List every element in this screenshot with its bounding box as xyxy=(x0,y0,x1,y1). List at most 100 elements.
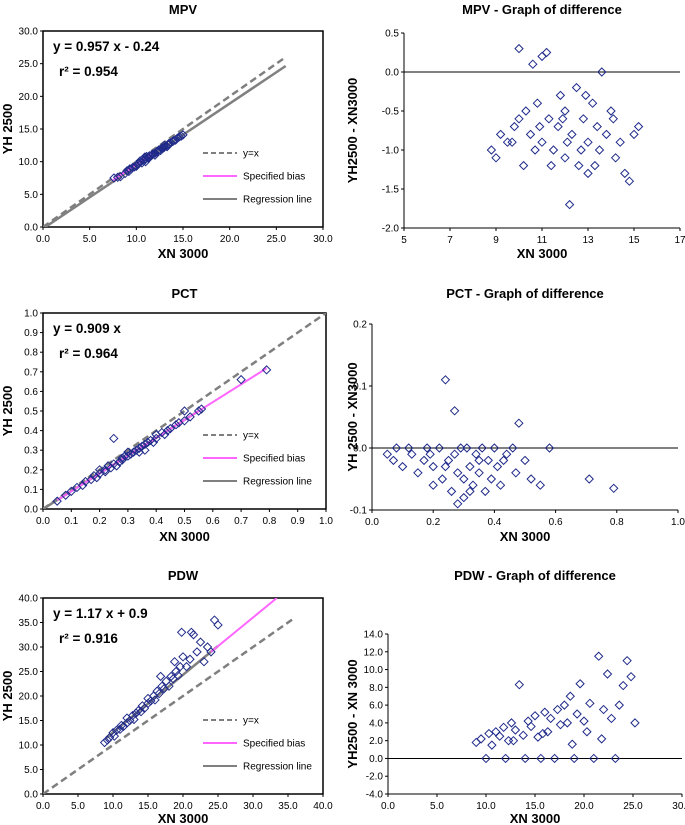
pct-diff-point xyxy=(459,492,469,503)
pdw-diff-point xyxy=(579,716,589,726)
pct-diff-point xyxy=(397,461,408,472)
mpv-diff-point xyxy=(486,145,497,155)
mpv-diff-x-tick-label: 15 xyxy=(628,235,640,246)
mpv-scatter-point xyxy=(122,166,132,176)
pdw-diff-point xyxy=(476,734,486,744)
pdw-diff-point xyxy=(630,718,640,728)
pct-scatter-equation: y = 0.909 x xyxy=(53,321,121,336)
pct-scatter-legend-regression-label: Regression line xyxy=(243,477,312,488)
pdw-scatter-point xyxy=(213,620,223,630)
pdw-diff-point xyxy=(545,713,556,724)
pdw-scatter-point xyxy=(173,670,183,681)
pdw-scatter-y-tick-label: 40.0 xyxy=(19,594,39,605)
pct-diff-point xyxy=(526,474,536,484)
pdw-scatter-point xyxy=(181,661,192,672)
pdw-diff-x-tick-label: 15.0 xyxy=(525,801,545,812)
mpv-diff-y-tick-label: 0.5 xyxy=(385,29,399,40)
pdw-scatter-equation: y = 1.17 x + 0.9 xyxy=(53,606,148,621)
pdw-scatter-point xyxy=(178,652,188,662)
mpv-diff-x-tick-label: 7 xyxy=(447,235,453,246)
pct-scatter-x-tick-label: 0.5 xyxy=(178,516,192,527)
pct-diff-point xyxy=(535,480,546,490)
pdw-diff-point xyxy=(606,713,617,724)
mpv-diff-y-tick-label: -1.5 xyxy=(382,185,400,196)
pdw-diff-point xyxy=(536,753,546,764)
pdw-diff-y-tick-label: 12.0 xyxy=(364,647,384,658)
mpv-diff-point xyxy=(537,137,547,147)
mpv-scatter-legend-regression-label: Regression line xyxy=(243,195,312,206)
mpv-scatter-point xyxy=(131,161,142,171)
mpv-diff-point xyxy=(507,137,517,147)
mpv-diff-point xyxy=(608,114,619,124)
mpv-scatter-x-tick-label: 5.0 xyxy=(83,234,97,245)
pdw-diff-x-tick-label: 30.0 xyxy=(672,801,685,812)
pct-diff-y-tick-label: 0.1 xyxy=(353,382,367,393)
pct-scatter-point xyxy=(179,406,190,416)
pdw-diff-point xyxy=(572,709,582,719)
pct-scatter-y-tick-label: 0.6 xyxy=(24,387,38,398)
pct-scatter-y-tick-label: 0.2 xyxy=(24,465,38,476)
pct-scatter-y-tick-label: 0.3 xyxy=(24,446,38,457)
pdw-scatter-point xyxy=(171,666,181,677)
pct-diff-chart: PCT - Graph of difference 0.0 0.2 0.4 0.6 0.8… xyxy=(345,286,685,544)
pdw-diff-point xyxy=(614,700,624,710)
pdw-scatter-point xyxy=(186,627,197,638)
pct-diff-point xyxy=(584,474,594,484)
pdw-scatter-point xyxy=(185,654,195,664)
pdw-scatter-y-tick-label: 20.0 xyxy=(19,692,39,703)
mpv-diff-point xyxy=(560,153,570,163)
pct-diff-point xyxy=(498,455,509,466)
pct-diff-point xyxy=(483,455,493,466)
pdw-diff-y-tick-label: -2.0 xyxy=(366,772,384,783)
mpv-diff-x-tick-label: 5 xyxy=(401,235,407,246)
pct-scatter-point xyxy=(126,449,136,459)
pct-scatter-point xyxy=(100,467,110,477)
pct-scatter-point xyxy=(162,425,173,436)
pdw-scatter-point xyxy=(209,615,220,625)
mpv-diff-point xyxy=(560,106,570,116)
pct-diff-point xyxy=(425,449,435,459)
mpv-diff-point xyxy=(525,129,536,140)
mpv-scatter-point xyxy=(158,143,169,153)
pct-diff-point xyxy=(468,480,478,490)
pdw-diff-point xyxy=(562,718,573,728)
mpv-diff-point xyxy=(544,114,554,124)
mpv-diff-y-tick-label: -2.0 xyxy=(382,224,400,235)
pct-scatter-point xyxy=(236,374,246,385)
mpv-scatter-point xyxy=(159,140,170,151)
pdw-diff-point xyxy=(598,704,609,715)
mpv-diff-point xyxy=(592,121,602,132)
pct-scatter-point xyxy=(92,472,102,483)
pct-diff-point xyxy=(462,443,472,453)
pdw-diff-point xyxy=(523,716,533,726)
pct-scatter-y-tick-label: 0.1 xyxy=(24,485,38,496)
pct-scatter-point xyxy=(114,457,125,467)
pdw-scatter-x-tick-label: 25.0 xyxy=(208,801,228,812)
mpv-diff-point xyxy=(553,121,563,132)
pdw-scatter-point xyxy=(108,728,118,738)
pct-diff-point xyxy=(428,480,438,490)
pct-scatter-point xyxy=(140,439,150,450)
mpv-diff-title: MPV - Graph of difference xyxy=(462,2,622,17)
pct-scatter-x-tick-label: 0.4 xyxy=(149,516,163,527)
pct-diff-point xyxy=(489,443,500,453)
pct-scatter-x-tick-label: 0.6 xyxy=(206,516,220,527)
mpv-diff-point xyxy=(610,153,621,163)
pdw-scatter-point xyxy=(192,647,202,657)
pdw-scatter-x-tick-label: 30.0 xyxy=(243,801,263,812)
pct-scatter-x-tick-label: 0.7 xyxy=(234,516,248,527)
pct-diff-point xyxy=(474,455,484,466)
pct-scatter-point xyxy=(185,412,195,422)
pct-diff-point xyxy=(382,449,393,459)
mpv-scatter-x-axis-label: XN 3000 xyxy=(158,246,209,261)
pct-diff-point xyxy=(514,418,524,428)
pdw-scatter-chart: PDW 0.0 5.0 10.0 15.0 20.0 25.0 30.0 35.0 40.0 0.0… xyxy=(0,568,333,825)
mpv-scatter-y-tick-label: 10.0 xyxy=(19,157,39,168)
pct-diff-x-tick-label: 0.6 xyxy=(549,517,563,528)
pct-scatter-y-tick-label: 0.5 xyxy=(24,407,38,418)
mpv-diff-x-tick-label: 13 xyxy=(582,235,594,246)
pdw-scatter-point xyxy=(133,705,143,716)
mpv-diff-point xyxy=(574,160,584,171)
pdw-diff-point xyxy=(484,728,494,739)
pct-scatter-x-tick-label: 0.1 xyxy=(64,516,78,527)
